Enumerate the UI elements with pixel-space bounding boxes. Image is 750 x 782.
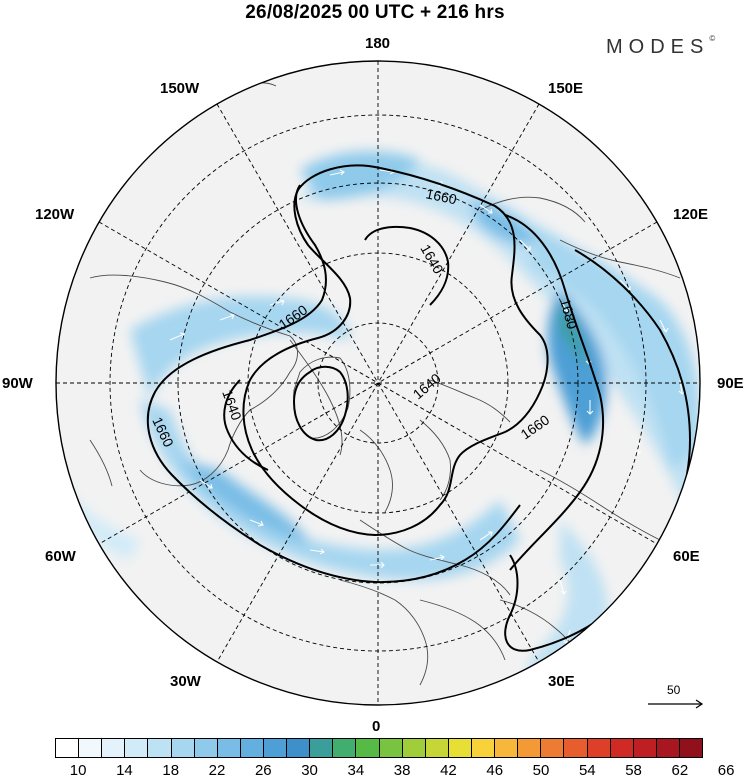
colorbar-tick-label: 34 [347,762,365,779]
colorbar-swatch [495,739,519,757]
colorbar-swatch [287,739,311,757]
colorbar-swatch [263,739,288,757]
reference-vector-label: 50 [667,683,681,697]
colorbar-swatch [79,739,103,757]
colorbar-swatch [448,739,472,757]
lon-label-150e: 150E [548,80,584,97]
lon-label-90w: 90W [2,375,33,392]
colorbar-swatch [518,739,542,757]
colorbar-tick-label: 22 [208,762,226,779]
lon-label-60w: 60W [45,548,76,565]
colorbar-tick-label: 54 [578,762,596,779]
graticule [56,61,700,705]
contour-label: 1680 [557,297,581,331]
lon-label-150w: 150W [160,80,200,97]
colorbar [55,738,703,758]
lon-label-30w: 30W [170,673,201,690]
map-title: 26/08/2025 00 UTC + 216 hrs [245,2,505,23]
colorbar-swatch [402,739,426,757]
reference-vector-arrow [648,699,704,709]
contour-label: 1660 [424,185,458,207]
colorbar-swatch [240,739,264,757]
copyright-mark: © [709,34,716,43]
colorbar-swatch [125,739,149,757]
colorbar-tick-label: 62 [671,762,689,779]
height-contours [146,164,692,652]
colorbar-swatch [310,739,334,757]
colorbar-swatch [633,739,657,757]
colorbar-swatch [217,739,241,757]
colorbar-tick-label: 66 [717,762,735,779]
colorbar-swatch [541,739,565,757]
wind-speed-shading [60,151,700,705]
colorbar-swatch [148,739,172,757]
colorbar-swatch [356,739,380,757]
colorbar-tick-label: 10 [69,762,87,779]
colorbar-tick-label: 14 [116,762,133,779]
lon-label-180: 180 [365,35,391,52]
colorbar-tick-label: 26 [254,762,272,779]
colorbar-labels: 10141822263034384246505458626670 [0,762,750,780]
colorbar-swatch [333,739,357,757]
colorbar-swatch [194,739,218,757]
colorbar-tick-label: 42 [440,762,457,779]
lon-label-0: 0 [372,718,381,735]
colorbar-swatch [102,739,126,757]
colorbar-tick-label: 58 [625,762,642,779]
colorbar-swatch [56,739,80,757]
colorbar-swatch [564,739,588,757]
map-boundary [55,60,701,706]
colorbar-swatch [656,739,680,757]
colorbar-tick-label: 46 [486,762,504,779]
brand-logo: MODES© [606,34,716,59]
lon-label-90e: 90E [717,375,744,392]
lon-label-60e: 60E [673,548,700,565]
colorbar-tick-label: 18 [162,762,180,779]
colorbar-swatch [471,739,496,757]
colorbar-swatch [610,739,634,757]
colorbar-tick-label: 50 [532,762,550,779]
colorbar-swatch [171,739,195,757]
brand-name: MODES [606,36,710,58]
colorbar-swatch [379,739,403,757]
lon-label-120w: 120W [35,206,75,223]
colorbar-tick-label: 30 [301,762,318,779]
lon-label-120e: 120E [673,206,709,223]
colorbar-tick-label: 38 [393,762,411,779]
colorbar-swatch [587,739,611,757]
lon-label-30e: 30E [548,673,575,690]
colorbar-swatch [425,739,449,757]
colorbar-swatch [679,739,703,757]
